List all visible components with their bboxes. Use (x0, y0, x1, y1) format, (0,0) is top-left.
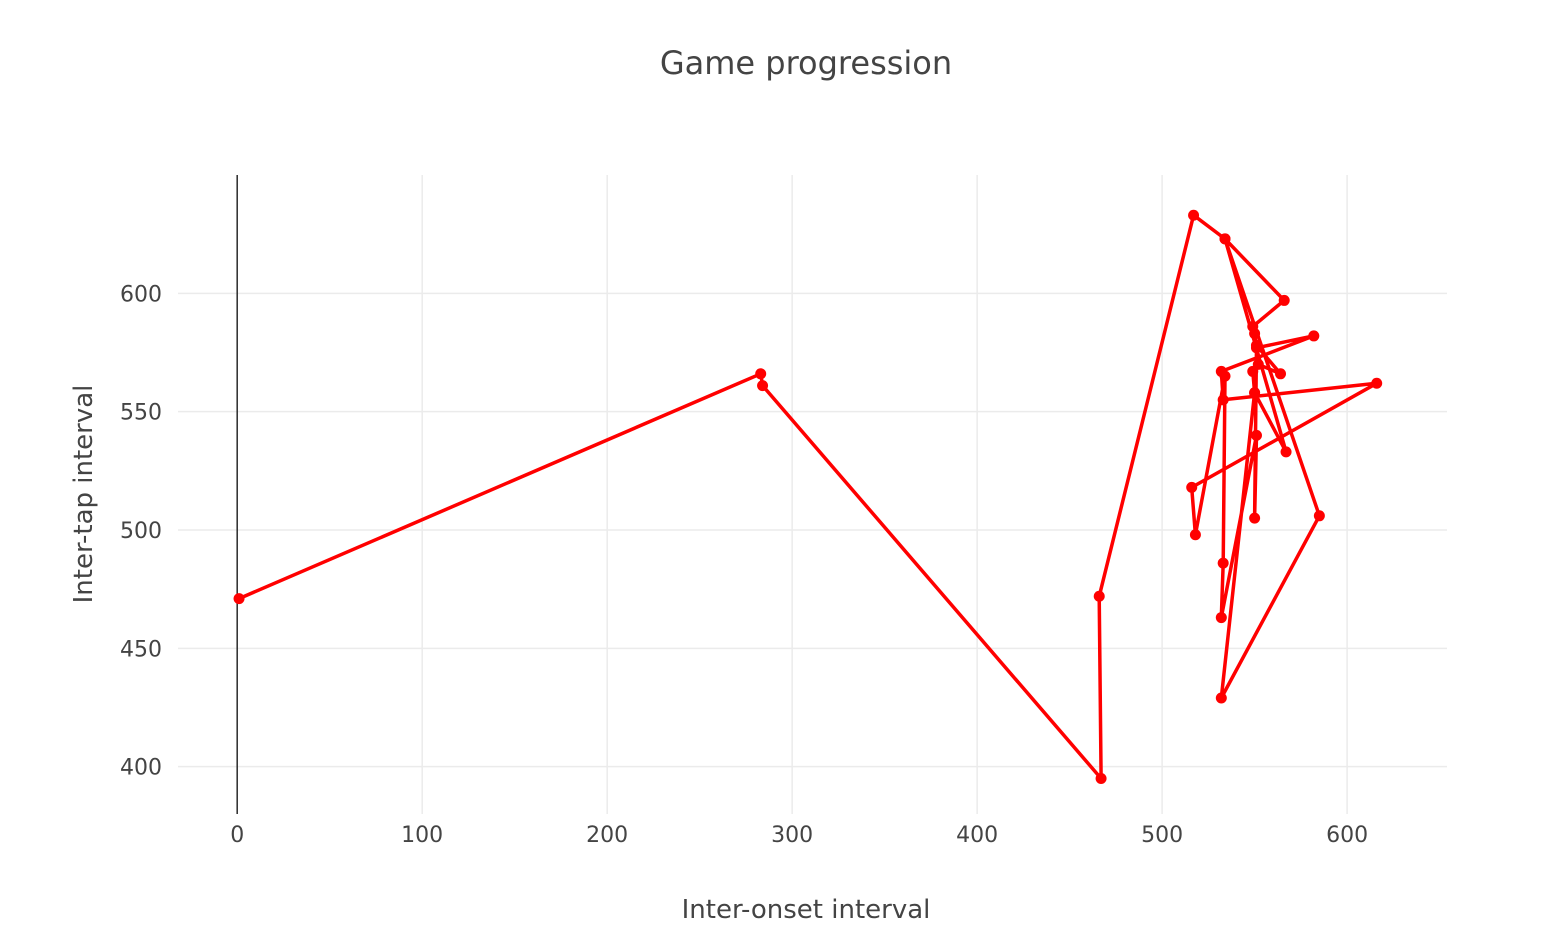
data-point[interactable] (1216, 693, 1227, 704)
data-point[interactable] (1279, 295, 1290, 306)
data-point[interactable] (1247, 366, 1258, 377)
x-tick-label: 600 (1326, 823, 1368, 848)
data-point[interactable] (1188, 210, 1199, 221)
x-axis-title: Inter-onset interval (682, 895, 931, 925)
data-point[interactable] (1251, 430, 1262, 441)
tick-label-layer: 0 100 200 300 400 500 600 400 450 500 550 600 (120, 282, 1368, 848)
series-layer (234, 210, 1383, 784)
data-point[interactable] (1220, 233, 1231, 244)
data-point[interactable] (1220, 371, 1231, 382)
x-tick-label: 100 (401, 823, 443, 848)
x-tick-label: 400 (956, 823, 998, 848)
data-point[interactable] (1216, 612, 1227, 623)
y-tick-label: 550 (120, 401, 162, 426)
data-point[interactable] (1218, 394, 1229, 405)
data-point[interactable] (757, 380, 768, 391)
data-point[interactable] (1275, 368, 1286, 379)
x-tick-label: 0 (230, 823, 244, 848)
data-point[interactable] (1371, 378, 1382, 389)
data-point[interactable] (1281, 446, 1292, 457)
data-point[interactable] (755, 368, 766, 379)
data-point[interactable] (1308, 330, 1319, 341)
data-point[interactable] (1314, 510, 1325, 521)
y-tick-label: 450 (120, 637, 162, 662)
data-point[interactable] (1251, 340, 1262, 351)
data-point[interactable] (1249, 387, 1260, 398)
y-tick-label: 400 (120, 756, 162, 781)
series-line (239, 215, 1377, 778)
y-tick-label: 600 (120, 282, 162, 307)
data-point[interactable] (234, 593, 245, 604)
x-tick-label: 500 (1141, 823, 1183, 848)
data-point[interactable] (1096, 773, 1107, 784)
data-point[interactable] (1218, 558, 1229, 569)
y-axis-title: Inter-tap interval (69, 385, 99, 604)
data-point[interactable] (1094, 591, 1105, 602)
y-tick-label: 500 (120, 519, 162, 544)
chart-title: Game progression (660, 44, 952, 82)
data-point[interactable] (1249, 328, 1260, 339)
x-tick-label: 300 (771, 823, 813, 848)
data-point[interactable] (1249, 513, 1260, 524)
x-tick-label: 200 (586, 823, 628, 848)
data-point[interactable] (1190, 529, 1201, 540)
data-point[interactable] (1186, 482, 1197, 493)
